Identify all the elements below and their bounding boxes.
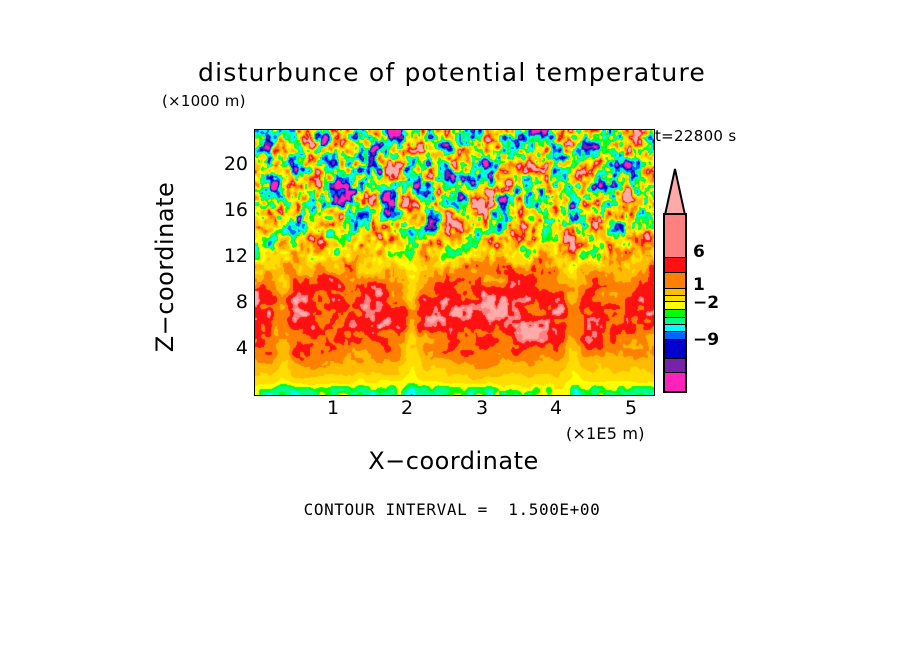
colorbar-band	[665, 258, 685, 273]
y-axis-title-text: Z−coordinate	[151, 181, 179, 353]
colorbar-band	[665, 358, 685, 374]
x-axis-title: X−coordinate	[368, 447, 539, 475]
y-tick-label: 4	[235, 337, 248, 359]
colorbar-tick-label: 1	[693, 275, 705, 295]
colorbar-band	[665, 340, 685, 359]
x-axis-units-label: (×1E5 m)	[566, 424, 645, 443]
y-axis-units-label: (×1000 m)	[162, 92, 246, 110]
colorbar-band	[665, 317, 685, 325]
y-tick-label: 8	[235, 291, 248, 313]
x-tick-label: 2	[400, 397, 414, 419]
x-tick-label: 5	[624, 397, 638, 419]
y-tick-label: 20	[223, 153, 248, 175]
colorbar-band	[665, 331, 685, 341]
timestamp-label: t=22800 s	[655, 127, 737, 145]
colorbar-band	[665, 295, 685, 303]
y-tick-label: 16	[223, 199, 248, 221]
y-axis-title: Z−coordinate	[151, 0, 199, 353]
y-tick-label: 12	[223, 245, 248, 267]
colorbar-band	[665, 310, 685, 318]
x-tick-label: 4	[549, 397, 563, 419]
colorbar-tick-label: 6	[693, 242, 705, 262]
x-tick-label: 1	[326, 397, 340, 419]
colorbar-tick-label: −9	[693, 330, 720, 350]
contour-plot-area	[254, 129, 655, 396]
colorbar-arrow-icon	[663, 168, 687, 216]
colorbar-band	[665, 215, 685, 259]
x-axis-ticks: 1 2 3 4 5	[254, 399, 653, 423]
colorbar-band	[665, 288, 685, 296]
colorbar-band	[665, 324, 685, 332]
colorbar	[661, 168, 689, 393]
x-tick-label: 3	[475, 397, 489, 419]
contour-interval-label: CONTOUR INTERVAL = 1.500E+00	[303, 500, 601, 519]
y-axis-ticks: 20 16 12 8 4	[206, 129, 248, 394]
colorbar-bands	[663, 213, 687, 393]
page-title: disturbunce of potential temperature	[198, 58, 706, 87]
colorbar-band	[665, 272, 685, 289]
contour-field-canvas	[255, 130, 654, 395]
colorbar-band	[665, 373, 685, 391]
colorbar-tick-label: −2	[693, 293, 720, 313]
colorbar-band	[665, 302, 685, 310]
